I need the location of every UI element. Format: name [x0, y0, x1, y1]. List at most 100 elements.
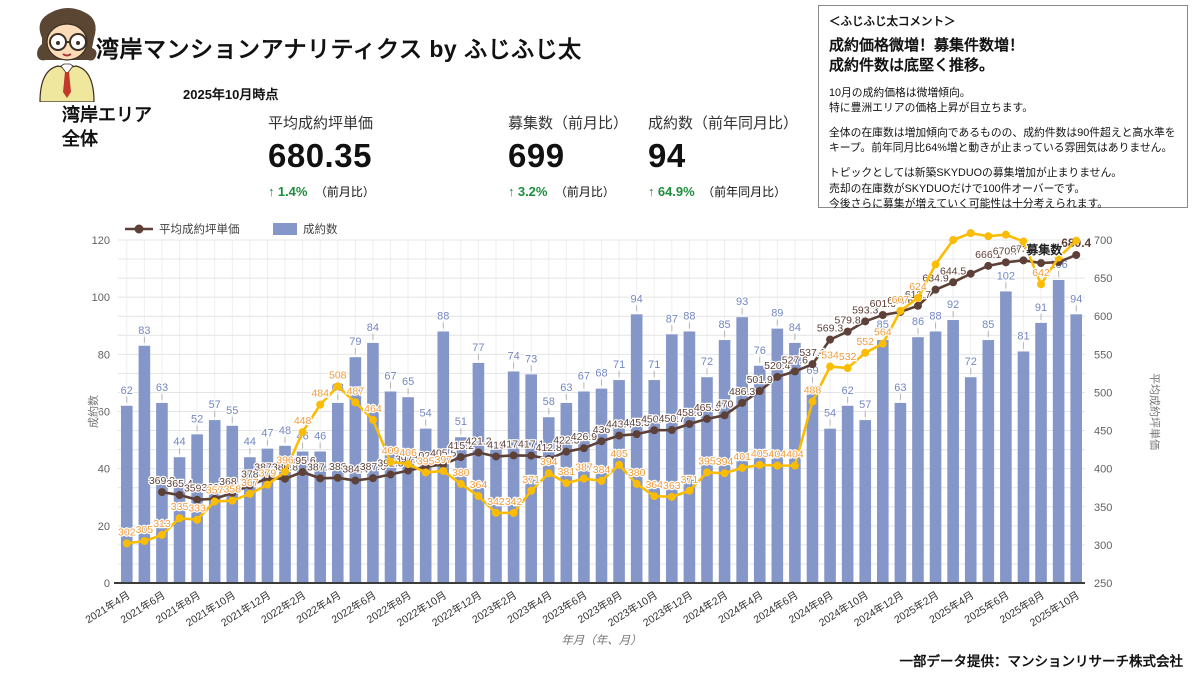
svg-text:63: 63 — [560, 382, 572, 394]
svg-text:470: 470 — [716, 398, 734, 410]
kpi-value: 699 — [508, 137, 565, 174]
kpi-value: 680.35 — [268, 137, 372, 174]
svg-text:募集数: 募集数 — [1025, 242, 1063, 257]
svg-text:644.5: 644.5 — [940, 265, 966, 277]
svg-text:396: 396 — [276, 455, 294, 467]
svg-text:436: 436 — [593, 424, 611, 436]
svg-text:84: 84 — [789, 322, 801, 334]
page-title: 湾岸マンションアナリティクス by ふじふじ太 — [96, 36, 582, 62]
svg-text:364: 364 — [470, 479, 488, 491]
svg-text:364: 364 — [645, 479, 663, 491]
svg-text:387.6: 387.6 — [360, 461, 386, 473]
svg-text:371: 371 — [522, 474, 540, 486]
svg-text:368.1: 368.1 — [219, 476, 245, 488]
svg-text:358: 358 — [224, 484, 242, 496]
svg-text:421.2: 421.2 — [465, 436, 491, 448]
comment-paragraph: トピックとしては新築SKYDUOの募集増加が止まりません。 売却の在庫数がSKY… — [829, 167, 1123, 211]
svg-text:417.4: 417.4 — [500, 438, 526, 450]
as-of-date: 2025年10月時点 — [183, 87, 279, 102]
svg-text:65: 65 — [402, 376, 414, 388]
svg-text:500: 500 — [1094, 387, 1112, 399]
svg-text:422.3: 422.3 — [553, 435, 579, 447]
combo-chart-area: 6283634452575544474846466379846765548851… — [82, 216, 1193, 660]
svg-text:450.7: 450.7 — [659, 413, 685, 425]
svg-text:84: 84 — [367, 322, 379, 334]
svg-text:85: 85 — [718, 319, 730, 331]
svg-text:86: 86 — [912, 316, 924, 328]
svg-text:92: 92 — [947, 299, 959, 311]
svg-text:532: 532 — [839, 351, 857, 363]
svg-text:47: 47 — [261, 428, 273, 440]
svg-text:302: 302 — [118, 526, 136, 538]
svg-text:44: 44 — [173, 436, 185, 448]
svg-text:60: 60 — [98, 407, 110, 419]
svg-text:394: 394 — [716, 456, 734, 468]
svg-text:360.4: 360.4 — [202, 482, 228, 494]
svg-text:601.6: 601.6 — [870, 298, 896, 310]
kpi-delta: ↑ 64.9% （前年同月比） — [648, 183, 798, 200]
svg-text:400: 400 — [1094, 464, 1112, 476]
svg-text:397: 397 — [434, 454, 452, 466]
comment-paragraph: 10月の成約価格は微増傾向。 特に豊洲エリアの価格上昇が目立ちます。 — [829, 86, 1034, 115]
svg-text:55: 55 — [226, 405, 238, 417]
up-arrow-icon: ↑ — [268, 184, 275, 199]
up-arrow-icon: ↑ — [508, 184, 515, 199]
svg-text:342: 342 — [505, 496, 523, 508]
svg-text:350: 350 — [1094, 502, 1112, 514]
svg-text:94: 94 — [1070, 293, 1082, 305]
svg-text:387.3: 387.3 — [307, 461, 333, 473]
svg-text:48: 48 — [279, 425, 291, 437]
svg-text:51: 51 — [455, 416, 467, 428]
svg-text:81: 81 — [1017, 330, 1029, 342]
svg-text:平均成約坪単価: 平均成約坪単価 — [159, 222, 240, 236]
svg-text:384.4: 384.4 — [342, 464, 368, 476]
svg-text:72: 72 — [965, 356, 977, 368]
svg-text:85: 85 — [982, 319, 994, 331]
svg-text:357: 357 — [206, 484, 224, 496]
svg-text:416: 416 — [487, 439, 505, 451]
svg-text:54: 54 — [824, 408, 836, 420]
svg-text:88: 88 — [683, 310, 695, 322]
svg-text:569.3: 569.3 — [817, 323, 843, 335]
svg-text:607: 607 — [892, 294, 910, 306]
svg-text:379: 379 — [259, 468, 277, 480]
kpi-listings: 募集数（前月比） 699 ↑ 3.2% （前月比） — [508, 112, 628, 200]
kpi-contracts: 成約数（前年同月比） 94 ↑ 64.9% （前年同月比） — [648, 112, 798, 200]
svg-text:102: 102 — [997, 270, 1015, 282]
svg-text:58: 58 — [543, 396, 555, 408]
svg-text:72: 72 — [701, 356, 713, 368]
kpi-label: 平均成約坪単価 — [268, 115, 374, 132]
svg-text:88: 88 — [929, 310, 941, 322]
svg-text:650: 650 — [1094, 273, 1112, 285]
comment-headline: 成約価格微増！募集件数増！ 成約件数は底堅く推移。 — [829, 37, 1025, 75]
svg-text:63: 63 — [156, 382, 168, 394]
svg-text:443.4: 443.4 — [606, 419, 632, 431]
svg-text:624: 624 — [909, 281, 927, 293]
svg-text:94: 94 — [631, 293, 643, 305]
svg-text:91: 91 — [1035, 302, 1047, 314]
svg-text:76: 76 — [754, 345, 766, 357]
svg-text:406: 406 — [399, 447, 417, 459]
svg-text:305: 305 — [136, 524, 154, 536]
svg-text:378: 378 — [241, 468, 259, 480]
svg-text:365.4: 365.4 — [166, 478, 192, 490]
svg-text:673.3: 673.3 — [1010, 243, 1036, 255]
area-label: 湾岸エリア 全体 — [62, 105, 152, 150]
svg-text:666.1: 666.1 — [975, 249, 1001, 261]
svg-text:成約数: 成約数 — [86, 395, 100, 428]
svg-text:387: 387 — [575, 462, 593, 474]
kpi-label: 成約数（前年同月比） — [648, 115, 799, 132]
kpi-delta-note: （前月比） — [554, 185, 615, 199]
svg-text:74: 74 — [507, 350, 519, 362]
svg-text:342: 342 — [487, 496, 505, 508]
svg-text:88: 88 — [437, 310, 449, 322]
svg-text:367: 367 — [241, 477, 259, 489]
data-credit: 一部データ提供：マンションリサーチ株式会社 — [899, 654, 1184, 669]
svg-text:550: 550 — [1094, 349, 1112, 361]
svg-text:369.3: 369.3 — [149, 475, 175, 487]
combo-chart: 6283634452575544474846466379846765548851… — [82, 221, 1164, 649]
svg-text:71: 71 — [613, 359, 625, 371]
svg-text:89: 89 — [771, 308, 783, 320]
kpi-delta: ↑ 3.2% （前月比） — [508, 183, 628, 200]
svg-text:85: 85 — [877, 319, 889, 331]
